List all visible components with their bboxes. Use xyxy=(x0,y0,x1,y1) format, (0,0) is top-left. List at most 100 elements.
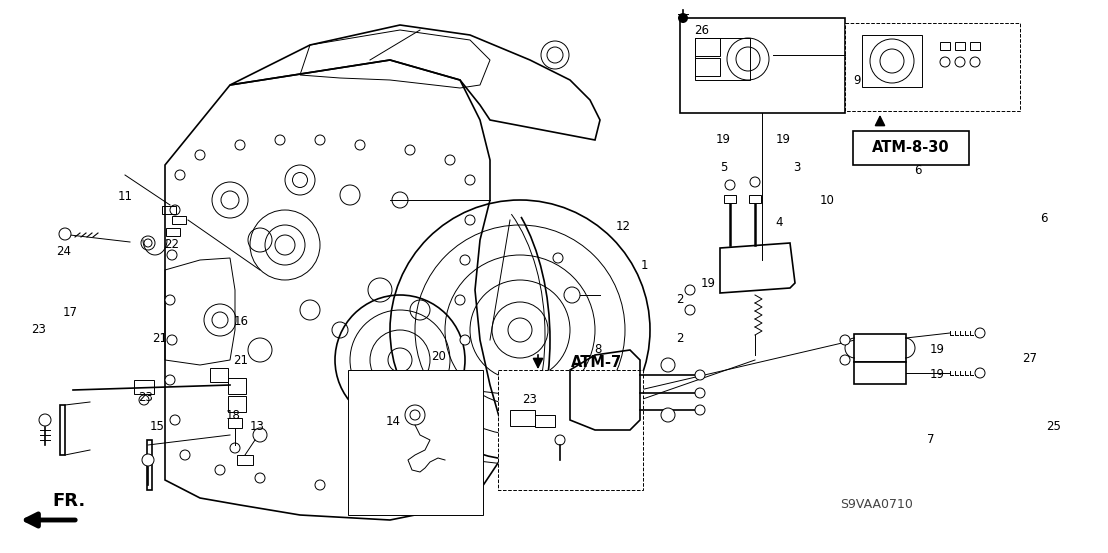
Bar xyxy=(228,396,246,412)
Text: 21: 21 xyxy=(152,332,167,345)
Circle shape xyxy=(255,473,265,483)
Circle shape xyxy=(695,405,705,415)
Text: ATM-8-30: ATM-8-30 xyxy=(872,140,950,155)
Circle shape xyxy=(725,180,735,190)
Text: 9: 9 xyxy=(853,74,861,87)
Circle shape xyxy=(455,295,465,305)
Text: 26: 26 xyxy=(694,24,709,37)
Text: 19: 19 xyxy=(776,133,791,146)
Circle shape xyxy=(465,215,475,225)
Bar xyxy=(348,370,483,515)
Text: 24: 24 xyxy=(55,245,71,258)
Bar xyxy=(724,195,736,203)
Text: 1: 1 xyxy=(640,259,648,272)
Circle shape xyxy=(678,13,688,23)
Text: 21: 21 xyxy=(233,354,248,367)
Circle shape xyxy=(750,177,760,187)
Circle shape xyxy=(840,355,850,365)
Circle shape xyxy=(975,328,985,338)
Text: 6: 6 xyxy=(1040,212,1047,225)
Text: 16: 16 xyxy=(234,315,249,328)
Circle shape xyxy=(975,368,985,378)
Text: 19: 19 xyxy=(700,277,716,290)
Circle shape xyxy=(406,465,416,475)
Circle shape xyxy=(275,135,285,145)
Circle shape xyxy=(165,295,175,305)
Circle shape xyxy=(170,205,179,215)
Text: 19: 19 xyxy=(715,133,730,146)
Circle shape xyxy=(215,465,225,475)
Text: 18: 18 xyxy=(225,409,240,422)
Text: 5: 5 xyxy=(720,160,728,174)
Circle shape xyxy=(315,480,325,490)
Circle shape xyxy=(315,135,325,145)
Text: 8: 8 xyxy=(595,343,602,356)
Circle shape xyxy=(455,375,465,385)
Text: 10: 10 xyxy=(820,194,834,207)
FancyBboxPatch shape xyxy=(853,131,970,165)
Circle shape xyxy=(165,375,175,385)
Circle shape xyxy=(175,170,185,180)
Circle shape xyxy=(406,145,416,155)
Text: 3: 3 xyxy=(793,160,801,174)
Text: 2: 2 xyxy=(676,332,684,345)
Bar xyxy=(695,38,720,56)
Circle shape xyxy=(685,285,695,295)
Text: 4: 4 xyxy=(776,216,783,229)
Circle shape xyxy=(465,175,475,185)
Circle shape xyxy=(445,415,455,425)
Bar xyxy=(955,42,965,50)
Bar xyxy=(228,378,246,394)
Bar xyxy=(854,362,906,384)
Bar xyxy=(228,418,242,428)
Circle shape xyxy=(695,370,705,380)
Bar xyxy=(510,410,535,426)
Text: 13: 13 xyxy=(249,420,265,434)
Bar xyxy=(237,455,253,465)
Circle shape xyxy=(435,445,445,455)
Circle shape xyxy=(355,140,365,150)
Text: 27: 27 xyxy=(1022,352,1037,365)
Circle shape xyxy=(555,435,565,445)
Text: 17: 17 xyxy=(62,306,78,319)
Circle shape xyxy=(661,358,675,372)
Bar xyxy=(970,42,979,50)
Circle shape xyxy=(685,305,695,315)
Bar xyxy=(940,42,950,50)
Circle shape xyxy=(460,255,470,265)
Text: 19: 19 xyxy=(930,343,945,356)
Bar xyxy=(535,415,555,427)
Text: 12: 12 xyxy=(616,220,632,233)
Circle shape xyxy=(564,287,579,303)
Text: 11: 11 xyxy=(117,190,133,203)
Circle shape xyxy=(365,475,375,485)
Text: 23: 23 xyxy=(137,390,153,404)
Bar xyxy=(695,58,720,76)
Text: 15: 15 xyxy=(150,420,165,434)
Bar xyxy=(60,405,65,455)
Bar xyxy=(680,18,845,113)
Bar xyxy=(854,334,906,362)
Bar xyxy=(172,216,186,224)
Circle shape xyxy=(170,415,179,425)
Circle shape xyxy=(460,335,470,345)
Bar xyxy=(695,38,750,80)
Text: 23: 23 xyxy=(31,322,47,336)
Circle shape xyxy=(167,250,177,260)
Text: 23: 23 xyxy=(523,393,537,406)
Bar xyxy=(134,380,154,394)
Circle shape xyxy=(59,228,71,240)
Circle shape xyxy=(39,414,51,426)
Text: 25: 25 xyxy=(1046,420,1061,434)
Text: FR.: FR. xyxy=(52,492,85,510)
Text: ATM-7: ATM-7 xyxy=(571,354,622,370)
Bar xyxy=(162,206,176,214)
Text: 22: 22 xyxy=(164,238,179,251)
Circle shape xyxy=(235,140,245,150)
Bar xyxy=(749,195,761,203)
Text: 6: 6 xyxy=(914,164,922,176)
Circle shape xyxy=(195,150,205,160)
Circle shape xyxy=(553,253,563,263)
Circle shape xyxy=(142,454,154,466)
Text: S9VAA0710: S9VAA0710 xyxy=(840,498,913,512)
